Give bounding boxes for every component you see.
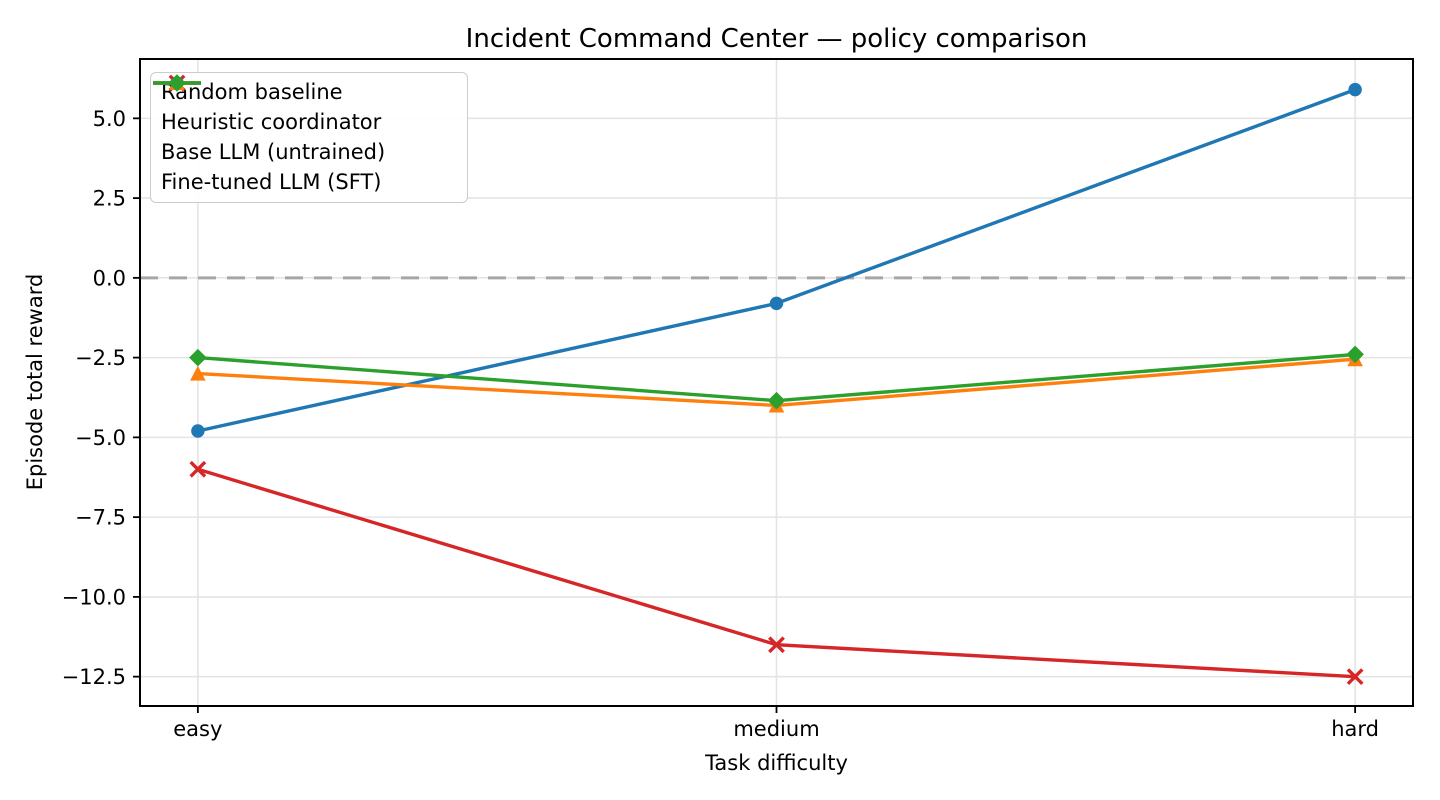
y-tick-label: −2.5 <box>75 346 126 370</box>
y-tick-label: 2.5 <box>93 187 126 211</box>
y-tick-label: 0.0 <box>93 266 126 290</box>
chart-title: Incident Command Center — policy compari… <box>466 24 1088 54</box>
legend-label: Base LLM (untrained) <box>161 140 386 164</box>
legend-label: Fine-tuned LLM (SFT) <box>161 170 382 194</box>
series-marker-x <box>189 460 207 478</box>
x-tick-label: medium <box>733 717 819 741</box>
legend-entry: Fine-tuned LLM (SFT) <box>153 74 457 197</box>
y-tick-label: −10.0 <box>62 585 126 609</box>
x-tick-label: hard <box>1331 717 1379 741</box>
y-tick-label: −5.0 <box>75 426 126 450</box>
x-tick-label: easy <box>173 717 222 741</box>
series-marker-diamond <box>767 391 786 410</box>
y-tick-label: −7.5 <box>75 506 126 530</box>
y-tick-label: 5.0 <box>93 107 126 131</box>
series-marker-circle <box>191 424 205 438</box>
y-axis-label: Episode total reward <box>23 274 47 491</box>
legend: Random baseline Heuristic coordinator Base… <box>150 72 468 203</box>
legend-sample-diamond-icon <box>153 74 201 92</box>
series-marker-triangle <box>190 365 206 381</box>
legend-label: Random baseline <box>161 80 343 104</box>
legend-label: Heuristic coordinator <box>161 110 382 134</box>
legend-entry: Base LLM (untrained) <box>153 75 457 167</box>
plot-area: 5.0 2.5 0.0 −2.5 −5.0 −7.5 −10.0 −12.5 easy mediu… <box>62 58 1414 741</box>
y-tick-label: −12.5 <box>62 665 126 689</box>
series-marker-circle <box>769 296 784 311</box>
series-marker-x <box>768 636 785 654</box>
series-marker-diamond <box>1346 345 1364 364</box>
series-marker-x <box>1346 668 1364 686</box>
legend-entry: Heuristic coordinator <box>153 76 457 137</box>
legend-entry: Random baseline <box>153 74 457 107</box>
series-marker-diamond <box>189 348 207 367</box>
series-marker-circle <box>1348 82 1362 97</box>
x-axis-label: Task difficulty <box>704 751 848 775</box>
legend-marker-diamond-icon <box>168 74 186 92</box>
